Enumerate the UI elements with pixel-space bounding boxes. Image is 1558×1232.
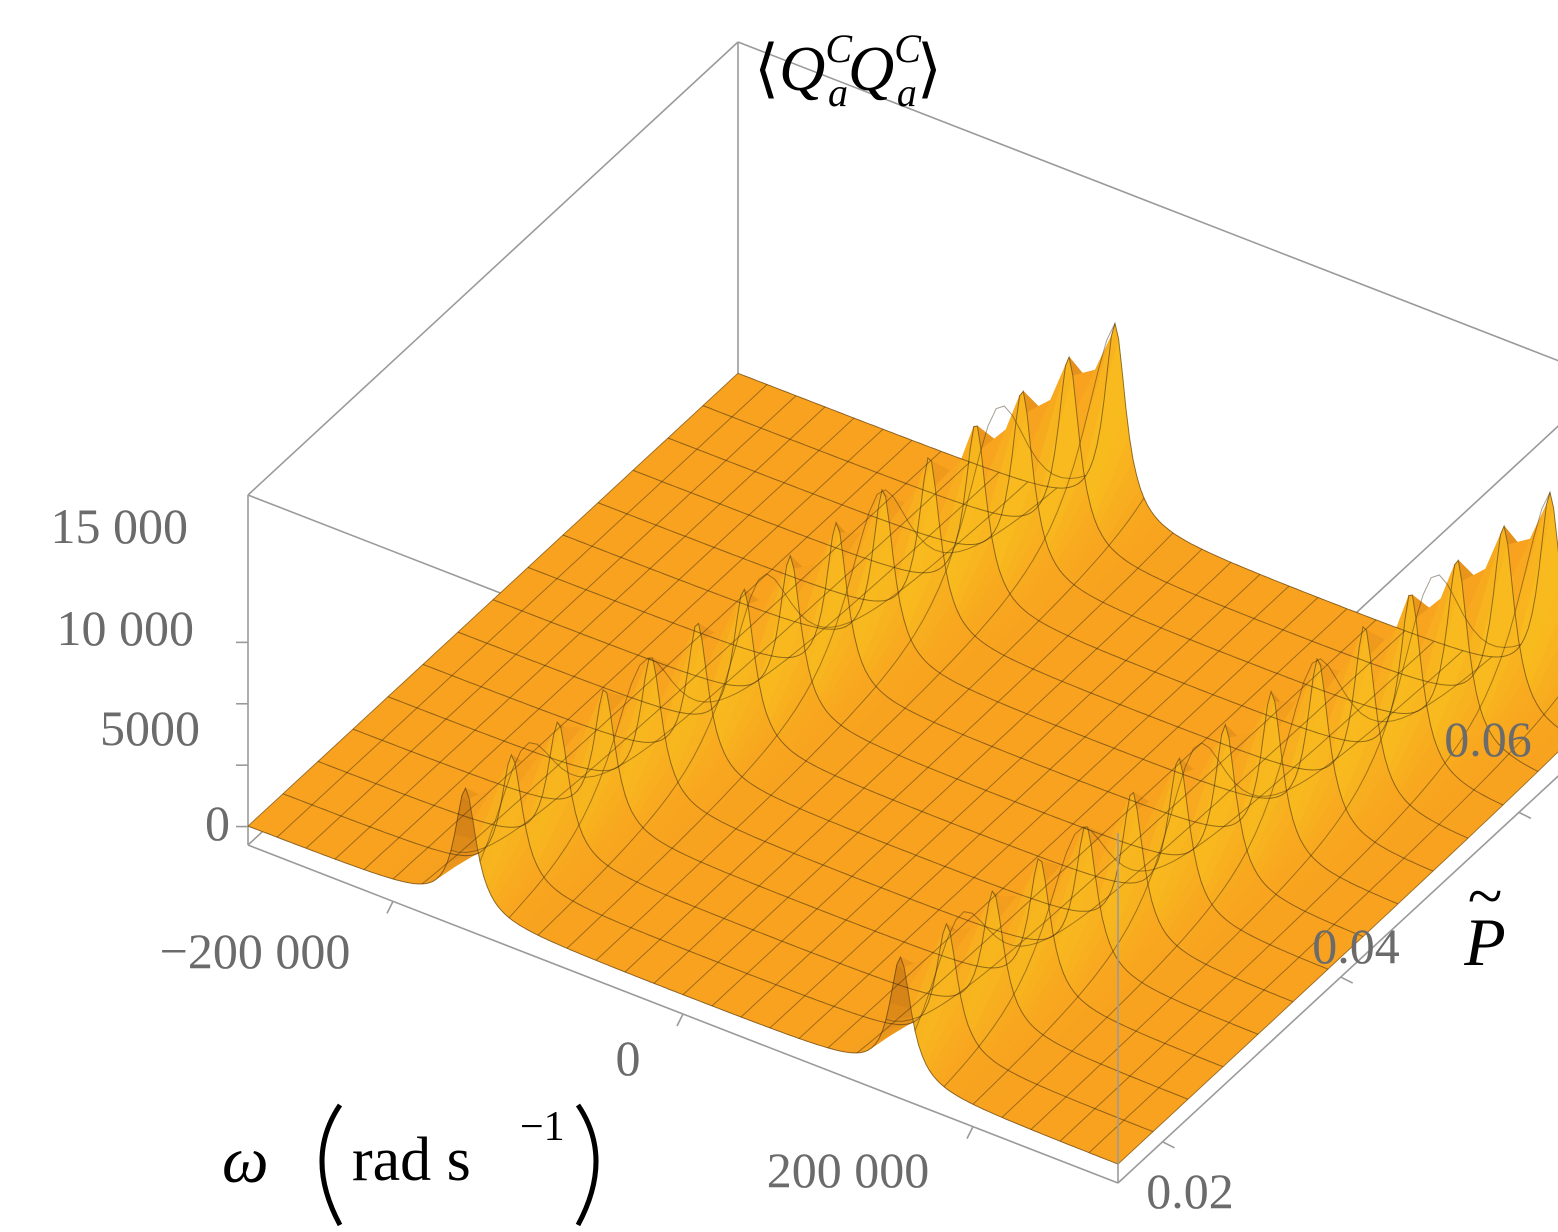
title-q2: Q: [848, 33, 894, 104]
title-bracket-close: ⟩: [917, 33, 942, 104]
mesh-line-constant-omega: [247, 372, 739, 827]
x-tick-mark: [676, 1013, 684, 1027]
box-edge: [1117, 775, 1558, 1184]
box-edge: [737, 41, 1558, 362]
title-q1-sub: a: [828, 70, 848, 115]
mesh-line-constant-omega: [479, 461, 971, 862]
mesh-line-constant-omega: [1117, 751, 1558, 1165]
mesh-line-constant-p: [667, 390, 1539, 772]
surface: [247, 321, 1558, 1165]
mesh-line-constant-p: [457, 588, 1329, 970]
mesh-line-constant-p: [317, 721, 1189, 1100]
mesh-line-constant-omega: [421, 439, 913, 885]
y-tick-mark: [1340, 976, 1354, 984]
mesh-line-constant-p: [247, 786, 1119, 1165]
y-tick-label: 0.04: [1312, 918, 1400, 974]
x-tick-label: −200 000: [160, 923, 351, 979]
title-q2-sub: a: [897, 70, 917, 115]
y-axis-label-accent: ~: [1468, 860, 1503, 931]
x-axis-ticks: −200 000 0 200 000: [160, 923, 930, 1198]
z-tick-label: 5000: [100, 700, 200, 756]
plot-title: ⟨QC aQC a⟩: [754, 26, 942, 115]
mesh-line-constant-omega: [798, 585, 1290, 1039]
mesh-line-constant-omega: [827, 597, 1319, 1049]
mesh-line-constant-omega: [653, 497, 1145, 984]
mesh-line-constant-omega: [885, 619, 1377, 1022]
mesh-line-constant-omega: [334, 406, 826, 860]
mesh-line-constant-p: [597, 457, 1469, 839]
x-tick-label: 0: [616, 1030, 641, 1086]
mesh-line-constant-omega: [943, 640, 1435, 1088]
y-tick-mark: [1162, 1141, 1175, 1149]
mesh-line-constant-omega: [392, 428, 884, 880]
mesh-line-constant-omega: [624, 323, 1116, 973]
mesh-line-constant-omega: [972, 650, 1464, 1105]
title-q2-sup: C: [894, 26, 922, 71]
mesh-line-constant-omega: [566, 487, 1058, 949]
mesh-line-constant-p: [702, 355, 1558, 729]
mesh-line-constant-omega: [1001, 656, 1493, 1118]
title-q1-sup: C: [825, 26, 853, 71]
title-q1: Q: [779, 33, 825, 104]
y-axis-label-symbol: P: [1463, 904, 1506, 980]
z-tick-label: 10 000: [57, 600, 195, 656]
mesh-line-constant-omega: [450, 450, 942, 853]
x-axis-label-paren-left: [319, 1103, 343, 1227]
mesh-line-constant-p: [282, 753, 1154, 1133]
mesh-line-constant-omega: [508, 472, 1000, 919]
mesh-line-constant-omega: [682, 532, 1174, 996]
mesh-line-constant-p: [562, 488, 1434, 872]
mesh-line-constant-omega: [595, 405, 1087, 961]
x-axis-label-symbol: ω: [222, 1124, 269, 1197]
mesh-line-constant-p: [387, 657, 1259, 1035]
x-axis-label-units: rad s: [352, 1126, 471, 1194]
mesh-line-constant-omega: [1059, 492, 1551, 1142]
z-tick-label: 0: [205, 795, 230, 851]
mesh-line-constant-omega: [305, 395, 797, 849]
y-tick-label: 0.06: [1444, 711, 1532, 767]
y-tick-label: 0.02: [1146, 1163, 1234, 1219]
mesh-line-constant-omega: [711, 548, 1203, 1007]
mesh-line-constant-omega: [1030, 574, 1522, 1130]
mesh-line-constant-omega: [856, 608, 1348, 1054]
x-axis-label-paren-right: [575, 1103, 599, 1227]
mesh-line-constant-p: [632, 425, 1504, 806]
mesh-line-constant-p: [737, 321, 1558, 658]
y-axis-ticks: 0.02 0.04 0.06: [1146, 711, 1532, 1219]
mesh-line-constant-p: [492, 554, 1364, 938]
mesh-line-constant-omega: [276, 384, 768, 838]
x-tick-label: 200 000: [767, 1142, 930, 1198]
mesh-line-constant-omega: [740, 561, 1232, 1018]
x-axis-label: ω rad s −1: [222, 1103, 599, 1227]
y-tick-mark: [1518, 811, 1532, 820]
mesh-line-constant-p: [527, 520, 1399, 905]
title-bracket-open: ⟨: [754, 33, 779, 104]
mesh-line-constant-p: [422, 622, 1294, 1003]
mesh-line-constant-omega: [914, 630, 1406, 1031]
x-axis-label-exponent: −1: [520, 1104, 565, 1150]
z-tick-label: 15 000: [51, 498, 189, 554]
mesh-line-constant-omega: [1088, 696, 1558, 1154]
box-edge: [247, 41, 739, 496]
y-axis-label: ~ P: [1463, 860, 1506, 980]
mesh-line-constant-omega: [769, 574, 1261, 1029]
mesh-line-constant-omega: [363, 417, 855, 870]
mesh-line-constant-omega: [537, 481, 1029, 936]
z-axis-ticks: 15 000 10 000 5000 0: [51, 498, 231, 851]
x-tick-mark: [966, 1126, 974, 1140]
bounding-box-front: [236, 641, 1558, 1184]
mesh-line-constant-p: [352, 689, 1224, 1068]
x-tick-mark: [386, 900, 394, 914]
